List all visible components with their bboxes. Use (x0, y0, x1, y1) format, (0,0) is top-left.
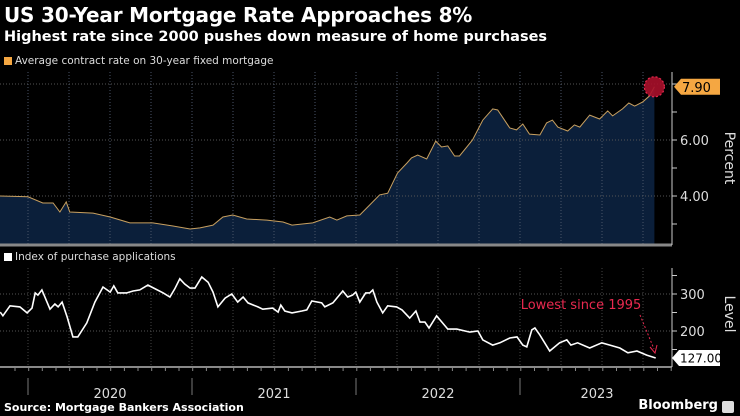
xtick-2020: 2020 (93, 387, 126, 402)
gridlines-over-area (0, 72, 672, 244)
lowest-since-1995-annotation: Lowest since 1995 (521, 298, 642, 313)
index-ytick-200: 200 (680, 325, 705, 340)
rate-legend: Average contract rate on 30-year fixed m… (4, 55, 274, 67)
bloomberg-chart-icon (722, 401, 734, 413)
index-legend: Index of purchase applications (4, 251, 176, 263)
annotation-arrow-head-icon (649, 344, 658, 355)
rate-ytick-6: 6.00 (680, 134, 709, 149)
xtick-2021: 2021 (257, 387, 290, 402)
bloomberg-logo: Bloomberg (638, 398, 718, 413)
rate-last-value-label: 7.90 (674, 78, 720, 96)
chart-title: US 30-Year Mortgage Rate Approaches 8% (4, 3, 473, 27)
xtick-2022: 2022 (421, 387, 454, 402)
source-note: Source: Mortgage Bankers Association (4, 401, 244, 414)
rate-last-value-text: 7.90 (682, 81, 711, 96)
rate-ytick-4: 4.00 (680, 190, 709, 205)
xtick-2023: 2023 (580, 387, 613, 402)
index-ytick-300: 300 (680, 288, 705, 303)
rate-legend-swatch (4, 57, 12, 65)
index-ylabel: Level (721, 296, 737, 333)
rate-legend-label: Average contract rate on 30-year fixed m… (15, 55, 274, 67)
index-series-line (0, 275, 656, 359)
annotation-arrow-line (639, 314, 655, 350)
index-legend-label: Index of purchase applications (15, 251, 176, 263)
axes (0, 72, 677, 395)
rate-area (0, 86, 655, 244)
rate-series-line (0, 86, 655, 230)
index-last-value-label: 127.00 (672, 350, 722, 367)
latest-rate-highlight-marker (643, 76, 665, 98)
chart-subtitle: Highest rate since 2000 pushes down meas… (4, 29, 548, 45)
index-legend-swatch (4, 253, 12, 261)
rate-ylabel: Percent (721, 132, 737, 185)
gridlines (0, 268, 672, 366)
index-last-value-text: 127.00 (680, 352, 722, 366)
